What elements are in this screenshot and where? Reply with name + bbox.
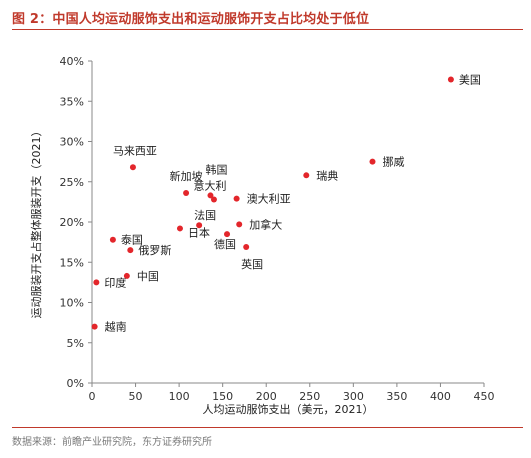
figure-title: 图 2：中国人均运动服饰支出和运动服饰开支占比均处于低位 — [12, 12, 370, 27]
x-tick-label: 300 — [343, 390, 364, 403]
point-label: 马来西亚 — [113, 144, 157, 157]
y-tick-label: 35% — [60, 95, 84, 108]
x-tick-label: 450 — [474, 390, 495, 403]
point-label: 泰国 — [121, 233, 143, 247]
data-point — [369, 158, 376, 165]
point-label: 印度 — [104, 275, 126, 289]
y-tick-label: 5% — [67, 337, 84, 350]
title-divider — [12, 29, 523, 30]
data-point — [176, 225, 183, 232]
data-point — [123, 272, 130, 279]
y-tick-label: 25% — [60, 176, 84, 189]
point-label: 挪威 — [382, 155, 404, 169]
point-label: 法国 — [194, 208, 216, 222]
data-point — [207, 192, 214, 199]
data-point — [303, 172, 310, 179]
point-label: 美国 — [459, 74, 481, 87]
x-tick-label: 0 — [89, 390, 96, 403]
x-tick-label: 400 — [430, 390, 451, 403]
point-label: 韩国 — [205, 162, 227, 176]
point-label: 意大利 — [193, 178, 226, 192]
data-point — [127, 247, 134, 254]
data-point — [447, 76, 454, 83]
point-label: 瑞典 — [316, 168, 338, 182]
y-tick-label: 20% — [60, 216, 84, 229]
x-tick-label: 100 — [169, 390, 190, 403]
data-point — [129, 164, 136, 171]
x-tick-label: 350 — [386, 390, 407, 403]
x-tick-label: 250 — [299, 390, 320, 403]
y-tick-label: 0% — [67, 377, 84, 390]
point-label: 加拿大 — [249, 217, 282, 231]
source-note: 数据来源：前瞻产业研究院，东方证券研究所 — [12, 437, 212, 448]
x-tick-label: 200 — [256, 390, 277, 403]
x-tick-label: 150 — [212, 390, 233, 403]
scatter-chart: 0% 5% 10% 15% 20% 25% 30% 35% 40% 0 50 100 150 200 250… — [29, 55, 495, 416]
y-tick-label: 30% — [60, 136, 84, 149]
source-divider — [12, 427, 523, 428]
x-axis-title: 人均运动服饰支出（美元，2021） — [203, 402, 374, 416]
y-axis-title: 运动服装开支占整体服装开支（2021） — [29, 126, 43, 319]
data-point — [93, 279, 100, 286]
point-label: 新加坡 — [170, 169, 203, 183]
data-point — [196, 222, 203, 229]
data-point — [233, 195, 240, 202]
data-point — [243, 243, 250, 250]
point-label: 日本 — [188, 225, 210, 239]
point-label: 越南 — [105, 320, 127, 334]
data-point — [224, 231, 231, 238]
point-label: 中国 — [137, 270, 159, 283]
data-point — [183, 190, 190, 197]
data-point — [91, 323, 98, 330]
point-label: 英国 — [241, 257, 263, 271]
x-tick-label: 50 — [129, 390, 143, 403]
data-point — [210, 196, 217, 203]
y-tick-label: 40% — [60, 55, 84, 68]
point-label: 德国 — [214, 237, 236, 251]
y-tick-label: 15% — [60, 256, 84, 269]
point-label: 俄罗斯 — [138, 244, 171, 257]
data-point — [236, 221, 243, 228]
y-tick-label: 10% — [60, 297, 84, 310]
data-point — [109, 236, 116, 243]
point-label: 澳大利亚 — [247, 192, 291, 206]
